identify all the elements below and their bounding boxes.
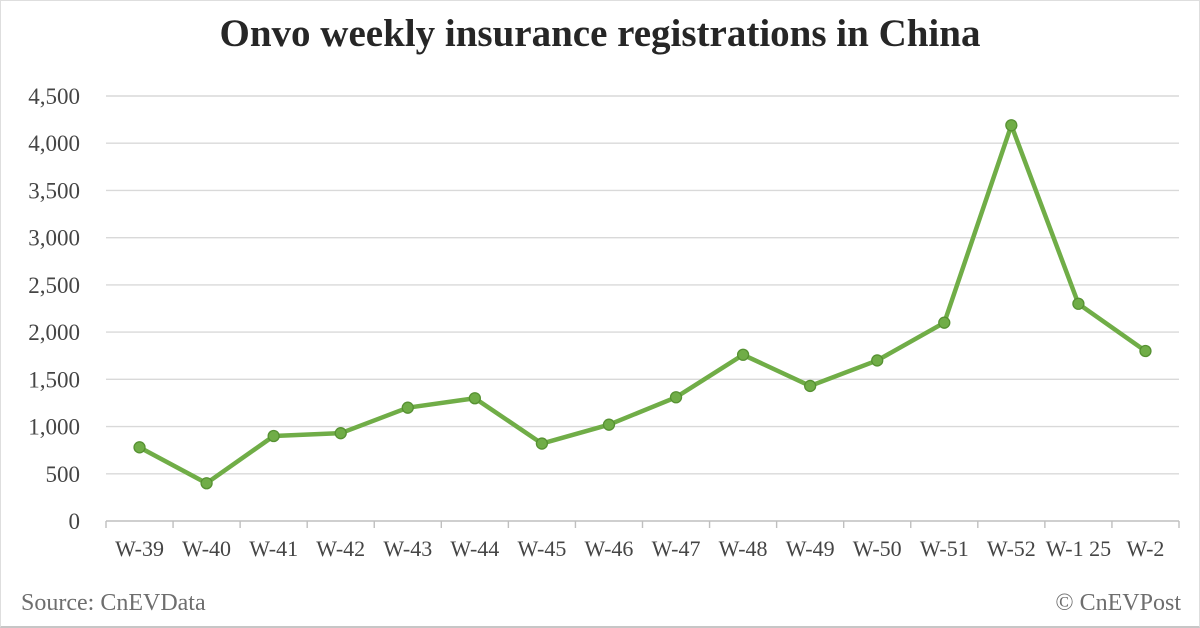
data-point (938, 316, 951, 329)
x-tick-label: W-48 (719, 536, 768, 561)
data-point (736, 348, 750, 361)
y-tick-label: 3,500 (28, 178, 80, 203)
data-point (871, 354, 884, 367)
data-point (267, 429, 280, 443)
x-tick-label: W-2 (1127, 536, 1165, 561)
y-tick-label: 2,500 (28, 273, 80, 298)
data-point (401, 401, 414, 414)
x-tick-label: W-50 (853, 536, 902, 561)
x-tick-label: W-1 25 (1046, 536, 1111, 561)
y-tick-label: 0 (69, 509, 81, 534)
data-line (137, 123, 1148, 486)
x-tick-label: W-39 (115, 536, 164, 561)
line-chart: 0 500 1,000 1,500 2,000 2,500 3,000 3,500 4,000 4… (28, 84, 1180, 561)
x-tick-label: W-42 (316, 536, 365, 561)
copyright-label: © CnEVPost (1055, 589, 1181, 616)
x-tick-label: W-44 (450, 536, 499, 561)
data-point (334, 427, 347, 440)
data-point (602, 418, 616, 431)
source-label: Source: CnEVData (21, 589, 206, 616)
data-point (200, 477, 213, 490)
x-tick-label: W-45 (517, 536, 566, 561)
x-tick-label: W-51 (920, 536, 969, 561)
data-point (468, 392, 481, 405)
y-tick-label: 4,500 (28, 84, 80, 109)
x-tick-label: W-43 (383, 536, 432, 561)
chart-footer: Source: CnEVData © CnEVPost (1, 585, 1199, 621)
data-point (1005, 119, 1018, 132)
y-tick-label: 1,500 (28, 367, 80, 392)
data-point (1139, 344, 1152, 358)
y-tick-label: 3,000 (28, 226, 80, 251)
y-tick-label: 4,000 (28, 131, 80, 156)
x-tick-label: W-52 (987, 536, 1036, 561)
x-tick-label: W-46 (585, 536, 634, 561)
data-point (535, 437, 549, 450)
x-tick-label: W-49 (786, 536, 835, 561)
x-tick-label: W-40 (182, 536, 231, 561)
data-point (804, 379, 817, 393)
data-point (133, 441, 146, 454)
x-tick-label: W-41 (249, 536, 298, 561)
chart-title: Onvo weekly insurance registrations in C… (219, 12, 981, 55)
y-tick-label: 500 (46, 462, 81, 487)
data-point (1072, 297, 1085, 310)
x-tick-label: W-47 (652, 536, 701, 561)
y-tick-label: 1,000 (28, 415, 80, 440)
y-tick-label: 2,000 (28, 320, 80, 345)
data-point (669, 391, 683, 404)
